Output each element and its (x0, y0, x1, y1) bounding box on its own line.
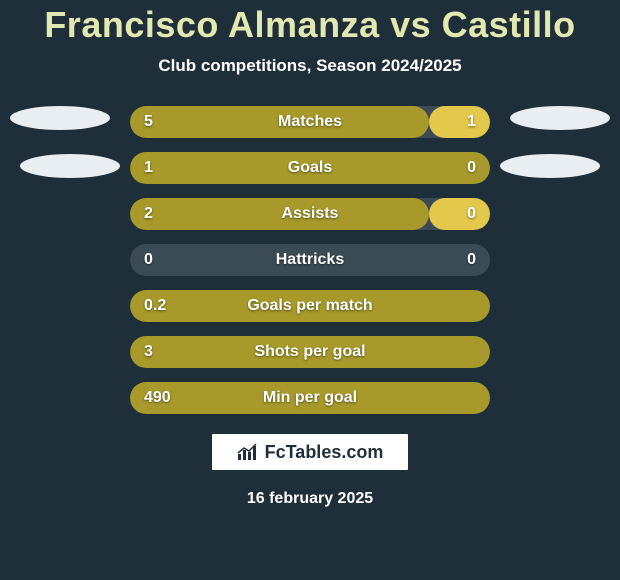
stat-label: Shots per goal (130, 343, 490, 361)
stat-value-right: 0 (467, 205, 476, 223)
stat-row: 0Hattricks0 (130, 244, 490, 276)
left-player-ellipse (20, 154, 120, 178)
stat-label: Hattricks (130, 251, 490, 269)
right-player-ellipse (510, 106, 610, 130)
watermark-badge: FcTables.com (210, 432, 410, 472)
chart-icon (237, 443, 259, 461)
date-text: 16 february 2025 (247, 490, 373, 508)
right-player-ellipse (500, 154, 600, 178)
stat-value-right: 0 (467, 251, 476, 269)
stat-row: 0.2Goals per match (130, 290, 490, 322)
stat-label: Goals per match (130, 297, 490, 315)
stat-value-right: 0 (467, 159, 476, 177)
stat-row: 2Assists0 (130, 198, 490, 230)
left-player-ellipse (10, 106, 110, 130)
content-container: Francisco Almanza vs Castillo Club compe… (0, 0, 620, 580)
stat-value-right: 1 (467, 113, 476, 131)
watermark-text: FcTables.com (265, 442, 384, 463)
stat-label: Matches (130, 113, 490, 131)
stat-label: Goals (130, 159, 490, 177)
stat-row: 3Shots per goal (130, 336, 490, 368)
stats-area: 5Matches11Goals02Assists00Hattricks00.2G… (0, 106, 620, 414)
stat-label: Min per goal (130, 389, 490, 407)
stat-row: 1Goals0 (130, 152, 490, 184)
stat-row: 5Matches1 (130, 106, 490, 138)
stat-row: 490Min per goal (130, 382, 490, 414)
subtitle: Club competitions, Season 2024/2025 (158, 56, 461, 76)
page-title: Francisco Almanza vs Castillo (44, 4, 575, 46)
stat-label: Assists (130, 205, 490, 223)
